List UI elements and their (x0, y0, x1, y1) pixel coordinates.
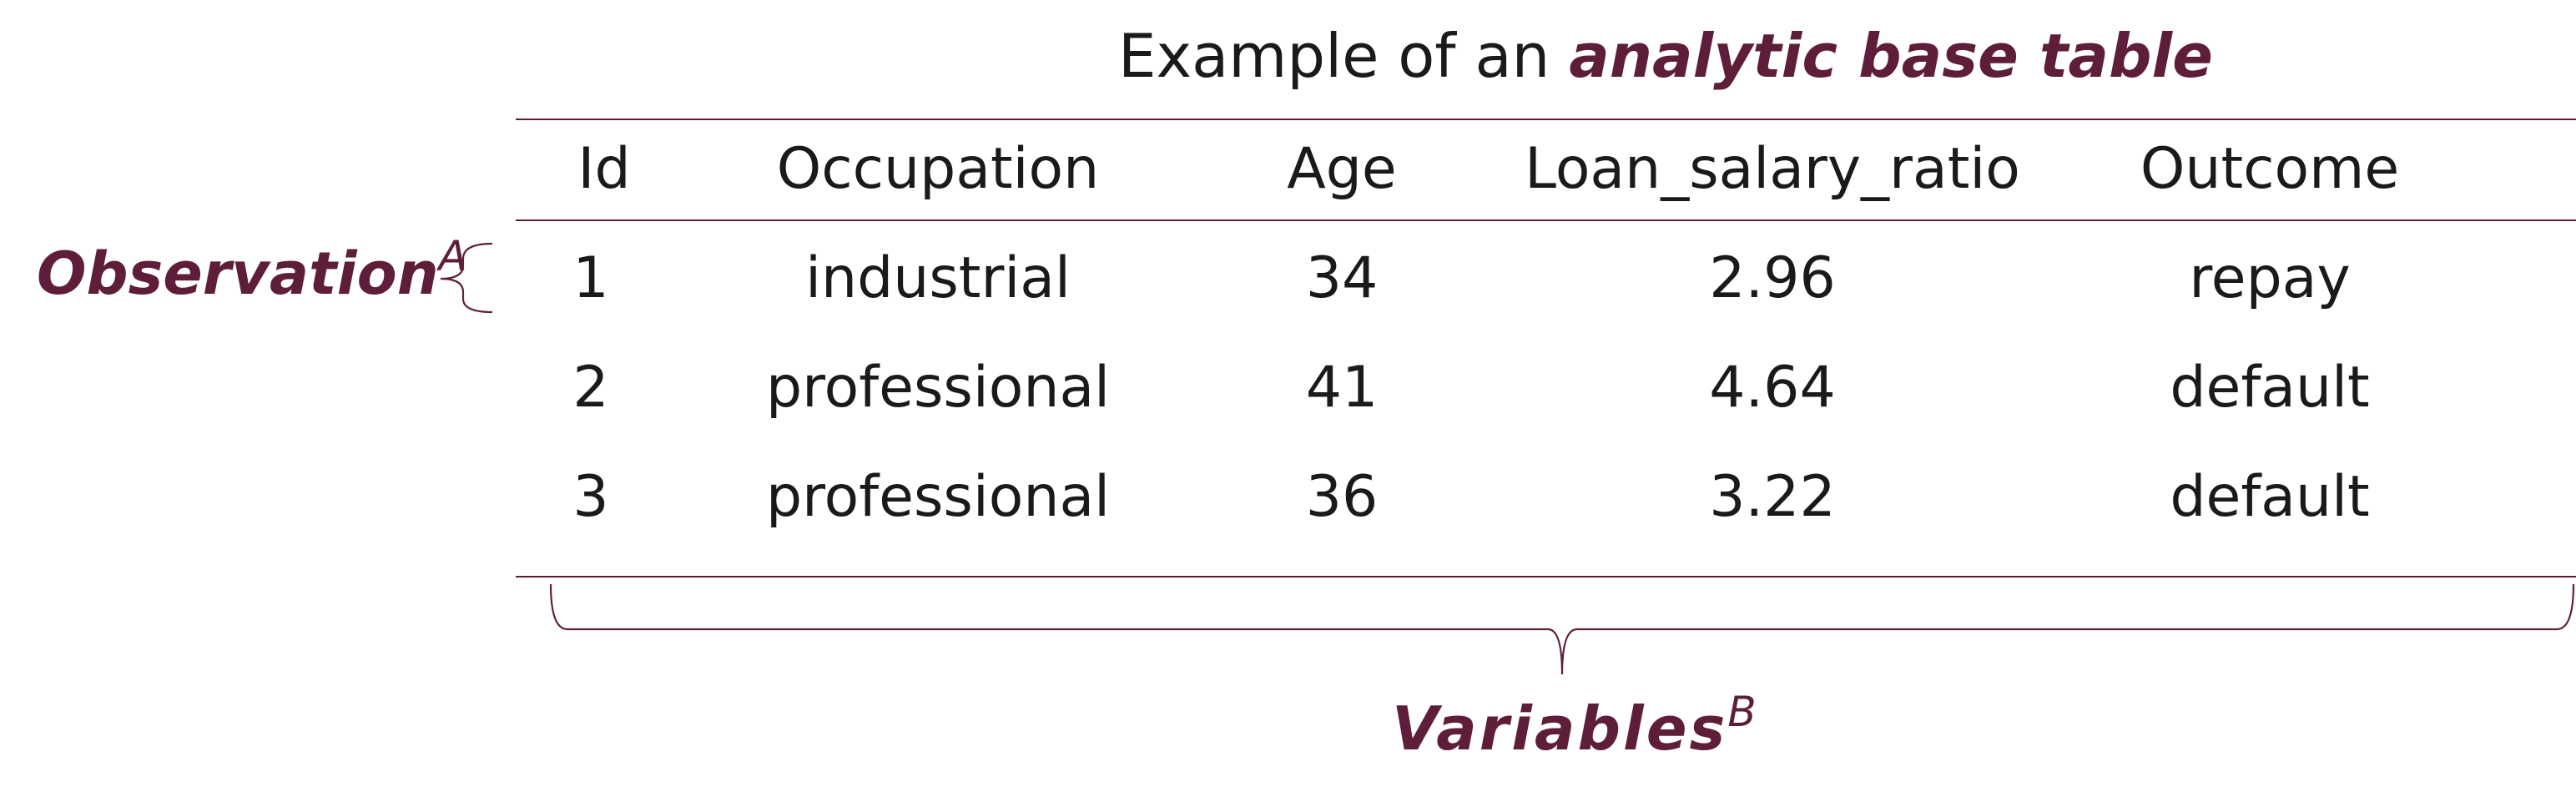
table-bottom-rule (516, 576, 2576, 578)
diagram-title: Example of an analytic base table (1118, 18, 2213, 93)
cell-age: 41 (1305, 355, 1379, 421)
observation-superscript: A (438, 232, 467, 280)
cell-loan-salary-ratio: 2.96 (1709, 245, 1836, 311)
cell-outcome: default (2170, 464, 2370, 530)
cell-id: 1 (572, 245, 609, 311)
cell-id: 3 (572, 464, 609, 530)
cell-loan-salary-ratio: 4.64 (1709, 355, 1836, 421)
cell-id: 2 (572, 355, 609, 421)
header-cell-occupation: Occupation (776, 136, 1100, 202)
cell-outcome: default (2170, 355, 2370, 421)
variables-label: VariablesB (1392, 688, 1759, 773)
variables-superscript: B (1727, 688, 1759, 736)
variables-text: Variables (1392, 694, 1728, 764)
cell-occupation: industrial (805, 245, 1071, 311)
title-prefix: Example of an (1118, 21, 1570, 91)
variables-brace (549, 583, 2575, 675)
cell-loan-salary-ratio: 3.22 (1709, 464, 1836, 530)
header-cell-age: Age (1287, 136, 1397, 202)
observation-brace (440, 242, 493, 314)
cell-outcome: repay (2189, 245, 2351, 311)
cell-age: 34 (1305, 245, 1379, 311)
header-cell-id: Id (577, 136, 631, 202)
table-top-rule (516, 119, 2576, 120)
cell-age: 36 (1305, 464, 1379, 530)
title-emphasis: analytic base table (1569, 21, 2214, 91)
table-header-rule (516, 219, 2576, 221)
cell-occupation: professional (765, 464, 1111, 530)
header-cell-loan-salary-ratio: Loan_salary_ratio (1525, 136, 2020, 202)
header-cell-outcome: Outcome (2140, 136, 2400, 202)
observation-text: Observation (37, 240, 439, 308)
cell-occupation: professional (765, 355, 1111, 421)
observation-label: ObservationA (37, 232, 467, 317)
